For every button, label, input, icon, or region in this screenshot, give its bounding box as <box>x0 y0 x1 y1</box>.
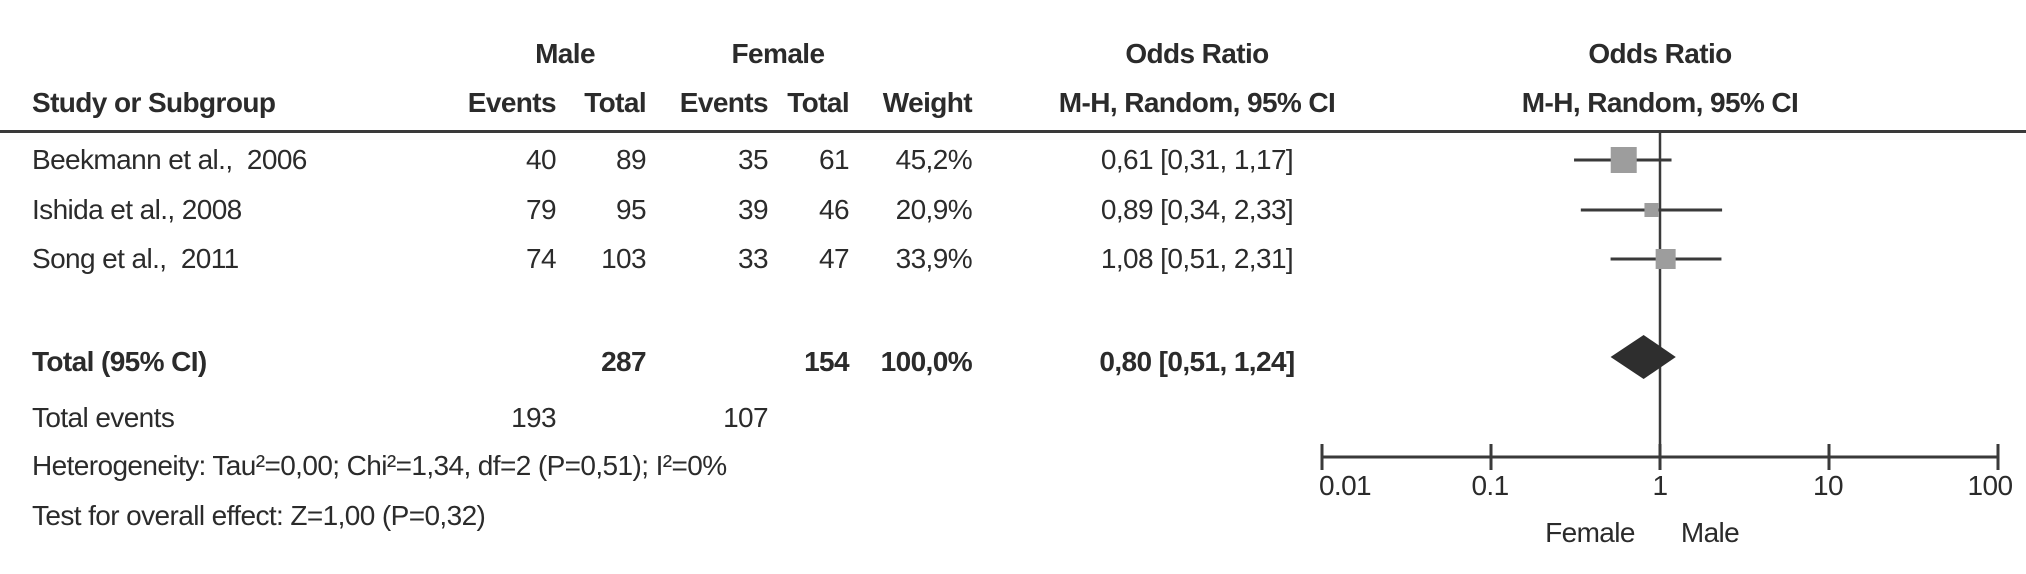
total-or-ci: 0,80 [0,51, 1,24] <box>1099 346 1295 377</box>
header-male-total: Total <box>584 87 646 118</box>
total-events-female: 107 <box>723 402 769 433</box>
female-events-value: 33 <box>738 243 769 274</box>
total-label: Total (95% CI) <box>32 346 207 377</box>
header-male-events: Events <box>467 87 557 118</box>
female-events-value: 35 <box>738 144 769 175</box>
weight-value: 45,2% <box>895 144 973 175</box>
header-female-events: Events <box>679 87 769 118</box>
weight-value: 33,9% <box>895 243 973 274</box>
or-square <box>1610 147 1637 173</box>
header-mh-plot: M-H, Random, 95% CI <box>1521 87 1799 118</box>
favours-male-label: Male <box>1680 517 1740 548</box>
header-weight: Weight <box>882 87 973 118</box>
header-female-group: Female <box>731 38 826 69</box>
overall-effect-test: Test for overall effect: Z=1,00 (P=0,32) <box>32 500 486 531</box>
weight-value: 20,9% <box>895 194 973 225</box>
or-ci-value: 0,89 [0,34, 2,33] <box>1100 194 1294 225</box>
axis-tick-label: 100 <box>1967 470 2014 501</box>
male-events-value: 74 <box>526 243 557 274</box>
axis-tick-label: 0.01 <box>1318 470 1372 501</box>
total-female-total: 154 <box>804 346 850 377</box>
male-events-value: 40 <box>526 144 557 175</box>
male-total-value: 89 <box>616 144 647 175</box>
header-male-group: Male <box>535 38 595 69</box>
female-total-value: 46 <box>819 194 850 225</box>
or-ci-value: 1,08 [0,51, 2,31] <box>1100 243 1294 274</box>
female-total-value: 61 <box>819 144 850 175</box>
header-divider <box>0 130 2026 133</box>
header-study: Study or Subgroup <box>32 87 276 118</box>
female-events-value: 39 <box>738 194 769 225</box>
or-square <box>1655 249 1676 269</box>
study-name: Beekmann et al., 2006 <box>32 144 307 175</box>
or-ci-value: 0,61 [0,31, 1,17] <box>1100 144 1294 175</box>
study-name: Ishida et al., 2008 <box>32 194 242 225</box>
header-mh-text: M-H, Random, 95% CI <box>1058 87 1336 118</box>
axis-tick-label: 1 <box>1652 470 1669 501</box>
favours-female-label: Female <box>1545 517 1635 548</box>
female-total-value: 47 <box>819 243 850 274</box>
male-total-value: 95 <box>616 194 647 225</box>
study-name: Song et al., 2011 <box>32 243 239 274</box>
axis-tick-label: 10 <box>1813 470 1844 501</box>
or-square <box>1644 203 1659 217</box>
header-odds-ratio-plot: Odds Ratio <box>1588 38 1732 69</box>
axis-tick-label: 0.1 <box>1471 470 1509 501</box>
header-odds-ratio-text: Odds Ratio <box>1125 38 1269 69</box>
total-events-label: Total events <box>32 402 175 433</box>
male-total-value: 103 <box>601 243 647 274</box>
summary-diamond <box>1610 335 1676 379</box>
total-events-male: 193 <box>511 402 557 433</box>
male-events-value: 79 <box>526 194 557 225</box>
total-male-total: 287 <box>601 346 647 377</box>
total-weight: 100,0% <box>880 346 973 377</box>
heterogeneity-stats: Heterogeneity: Tau²=0,00; Chi²=1,34, df=… <box>32 450 727 481</box>
header-female-total: Total <box>787 87 849 118</box>
